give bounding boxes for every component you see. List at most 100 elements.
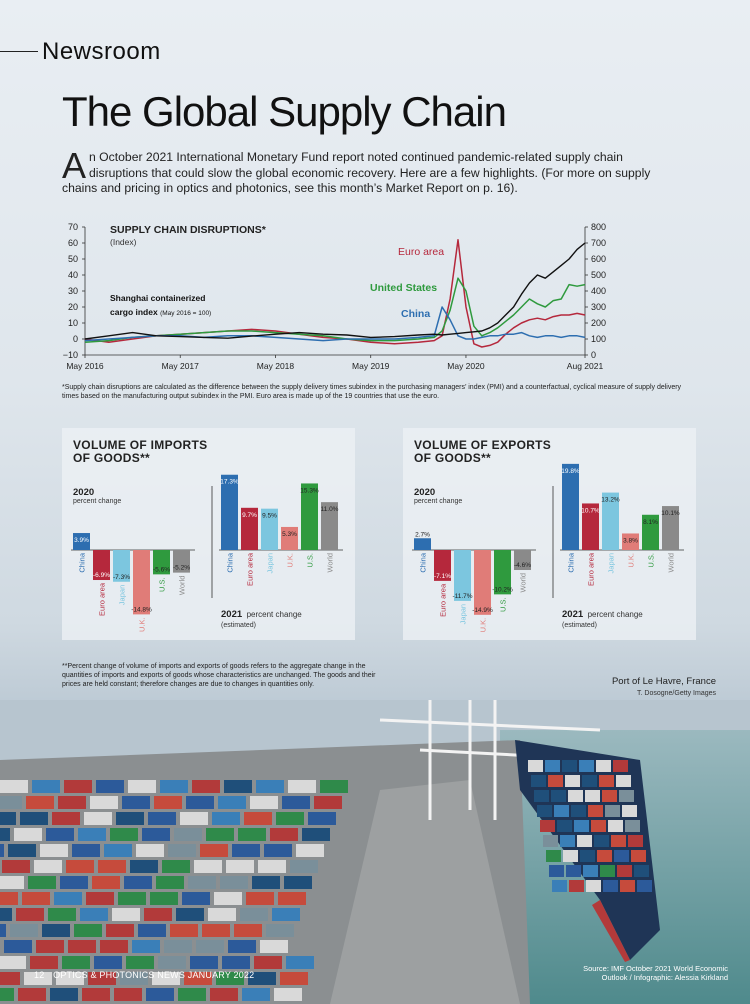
- bar-category-label: China: [78, 552, 87, 572]
- ship-container: [586, 880, 601, 892]
- container-block: [184, 972, 212, 985]
- x-tick-label: May 2020: [447, 361, 485, 371]
- ship-container: [597, 850, 612, 862]
- container-block: [314, 796, 342, 809]
- bar-2021-euro: [582, 503, 599, 550]
- bar-value-label: 10.7%: [581, 507, 600, 514]
- bar-value-label: 13.2%: [601, 497, 620, 504]
- container-block: [20, 812, 48, 825]
- container-block: [92, 876, 120, 889]
- container-block: [260, 940, 288, 953]
- bar-value-label: -7.3%: [113, 574, 130, 581]
- container-block: [132, 940, 160, 953]
- ship-container: [605, 805, 620, 817]
- ship-container: [622, 805, 637, 817]
- container-block: [80, 908, 108, 921]
- container-block: [280, 972, 308, 985]
- container-block: [224, 780, 252, 793]
- container-block: [144, 908, 172, 921]
- container-block: [218, 796, 246, 809]
- bar-2020-japan: [454, 550, 471, 601]
- bar-2020-euro: [93, 550, 110, 581]
- container-block: [60, 876, 88, 889]
- container-block: [104, 844, 132, 857]
- y-tick-label: 10: [68, 318, 78, 328]
- ship-container: [588, 805, 603, 817]
- container-block: [208, 908, 236, 921]
- ship-container: [560, 835, 575, 847]
- bar-value-label: -5.6%: [153, 566, 170, 573]
- bar-category-label: Japan: [118, 585, 127, 605]
- ship-container: [540, 820, 555, 832]
- container-block: [152, 972, 180, 985]
- imports-est: (estimated): [221, 622, 257, 629]
- bar-value-label: 3.8%: [623, 537, 638, 544]
- x-tick-label: May 2019: [352, 361, 390, 371]
- bar-2020-world: [173, 550, 190, 573]
- bar-value-label: -14.9%: [472, 607, 493, 614]
- bar-2021-china: [562, 463, 579, 550]
- page-number: 12: [34, 970, 45, 980]
- container-block: [214, 892, 242, 905]
- container-block: [234, 924, 262, 937]
- container-block: [112, 908, 140, 921]
- ship-container: [582, 775, 597, 787]
- exports-pc-2021: percent change: [587, 610, 643, 619]
- container-block: [14, 828, 42, 841]
- x-tick-label: May 2016: [66, 361, 104, 371]
- container-block: [212, 812, 240, 825]
- container-block: [128, 780, 156, 793]
- y2-tick-label: 500: [591, 270, 606, 280]
- container-block: [150, 892, 178, 905]
- container-block: [250, 796, 278, 809]
- container-block: [162, 860, 190, 873]
- ship-container: [591, 820, 606, 832]
- container-block: [0, 844, 4, 857]
- bar-value-label: -14.8%: [131, 606, 152, 613]
- container-block: [88, 972, 116, 985]
- container-block: [226, 860, 254, 873]
- container-block: [246, 892, 274, 905]
- ship-container: [554, 805, 569, 817]
- bar-2020-us: [153, 550, 170, 575]
- container-block: [308, 812, 336, 825]
- container-block: [46, 828, 74, 841]
- label-shanghai-2a: cargo index: [110, 307, 158, 317]
- imports-pc-2020: percent change: [73, 498, 122, 505]
- exports-title: VOLUME OF EXPORTS OF GOODS**: [414, 439, 551, 465]
- bar-category-label: Euro area: [587, 552, 596, 586]
- ship-container: [548, 775, 563, 787]
- exports-title-1: VOLUME OF EXPORTS: [414, 438, 552, 452]
- ship-container: [599, 775, 614, 787]
- ship-container: [552, 880, 567, 892]
- ship-container: [562, 760, 577, 772]
- container-block: [0, 876, 24, 889]
- ship-container: [566, 865, 581, 877]
- container-block: [16, 908, 44, 921]
- section-rule: [0, 51, 38, 52]
- ship-container: [637, 880, 652, 892]
- chart-subtitle: (Index): [110, 237, 137, 247]
- publication-line: OPTICS & PHOTONICS NEWS JANUARY 2022: [53, 970, 255, 980]
- ship-container: [569, 880, 584, 892]
- ship-container: [583, 865, 598, 877]
- bar-value-label: 19.8%: [561, 468, 580, 475]
- container-block: [8, 844, 36, 857]
- y-tick-label: 40: [68, 270, 78, 280]
- ship-container: [596, 760, 611, 772]
- imports-2020-label: 2020 percent change: [73, 487, 121, 505]
- bar-category-label: Japan: [266, 553, 275, 573]
- label-shanghai: Shanghai containerized: [110, 293, 205, 303]
- ship-container: [574, 820, 589, 832]
- container-block: [274, 988, 302, 1001]
- bar-value-label: -11.7%: [452, 593, 472, 600]
- bar-2020-world: [514, 550, 531, 571]
- bar-value-label: 9.5%: [262, 513, 277, 520]
- ship-container: [616, 775, 631, 787]
- ship-container: [557, 820, 572, 832]
- series-line-shanghai: [84, 242, 586, 340]
- container-block: [0, 780, 28, 793]
- source-line-1: Source: IMF October 2021 World Economic: [583, 964, 728, 973]
